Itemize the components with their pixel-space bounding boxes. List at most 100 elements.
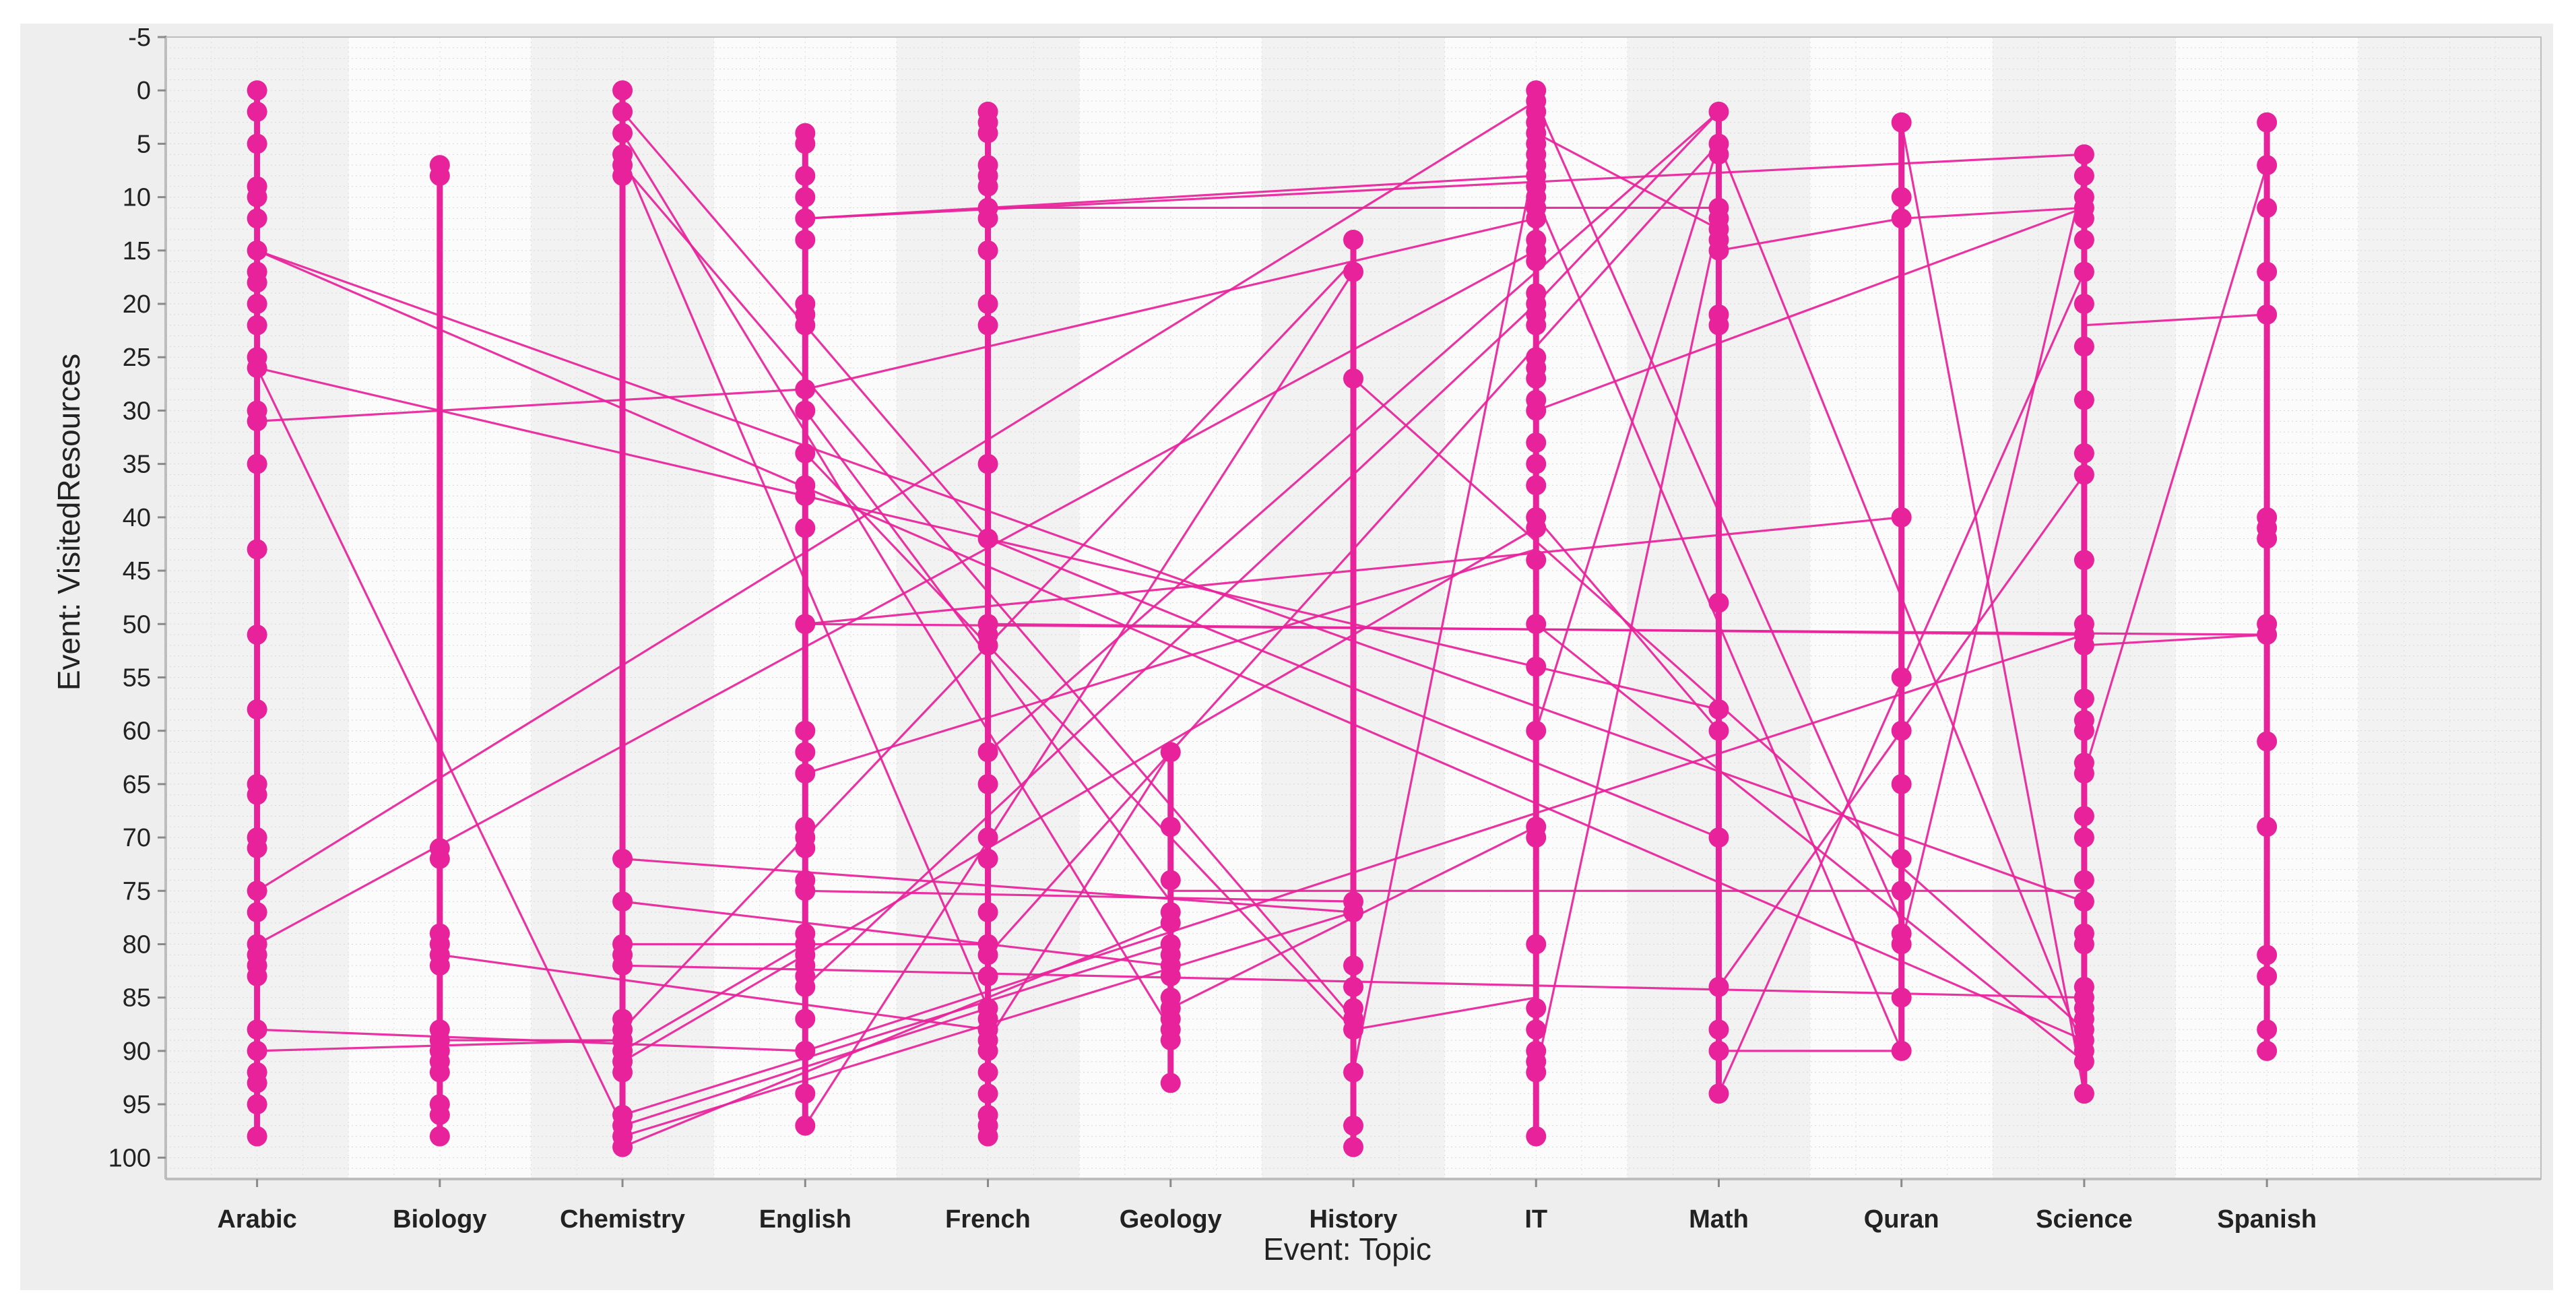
point-chemistry (612, 891, 633, 912)
y-tick-label: 40 (123, 504, 151, 532)
point-chemistry (612, 1062, 633, 1083)
y-tick-label: 35 (123, 451, 151, 479)
link-line (256, 100, 1537, 892)
link-line (1900, 122, 2086, 1094)
link-line (1900, 175, 2086, 945)
y-tick-label: 75 (123, 877, 151, 905)
point-biology (429, 1062, 450, 1083)
point-english (795, 742, 816, 763)
point-english (795, 837, 816, 858)
point-french (977, 1040, 998, 1061)
link-line (1535, 516, 1720, 732)
point-science (2073, 336, 2094, 357)
point-english (795, 187, 816, 208)
point-arabic (247, 411, 267, 432)
point-science (2073, 806, 2094, 827)
y-tick-label: 50 (123, 610, 151, 639)
link-line (1718, 217, 1902, 252)
point-history (1343, 1115, 1363, 1136)
point-spanish (2257, 304, 2278, 325)
point-science (2073, 1051, 2094, 1072)
point-science (2073, 261, 2094, 282)
point-quran (1891, 848, 1912, 869)
point-french (977, 123, 998, 144)
point-spanish (2257, 197, 2278, 218)
point-english (795, 165, 816, 186)
link-line (2084, 313, 2267, 327)
point-arabic (247, 315, 267, 336)
link-line (622, 922, 1171, 1148)
point-quran (1891, 208, 1912, 229)
y-tick-label: 70 (123, 824, 151, 852)
y-tick-label: 0 (137, 77, 151, 105)
point-english (795, 881, 816, 901)
point-science (2073, 870, 2094, 891)
point-french (977, 240, 998, 261)
point-science (2073, 464, 2094, 485)
point-it (1526, 432, 1547, 453)
point-geology (1160, 870, 1181, 891)
point-french (977, 848, 998, 869)
point-spanish (2257, 625, 2278, 645)
point-science (2073, 891, 2094, 912)
point-english (795, 1040, 816, 1061)
link-line (1535, 206, 2085, 412)
point-geology (1160, 1073, 1181, 1093)
y-tick-labels: -5 0 5 10 15 20 25 30 35 40 45 50 55 60 65 70 75 80 85 90 95… (108, 24, 151, 1172)
point-french (977, 453, 998, 474)
point-it (1526, 934, 1547, 955)
point-arabic (247, 101, 267, 122)
point-arabic (247, 240, 267, 261)
point-history (1343, 368, 1363, 389)
point-english (795, 614, 816, 635)
link-line (1352, 154, 1537, 1073)
point-science (2073, 294, 2094, 315)
point-chemistry (612, 101, 633, 122)
point-it (1526, 656, 1547, 677)
point-english (795, 315, 816, 336)
point-it (1526, 1062, 1547, 1083)
point-spanish (2257, 261, 2278, 282)
link-line (257, 388, 806, 422)
point-quran (1891, 1040, 1912, 1061)
point-geology (1160, 1030, 1181, 1051)
link-line (2084, 633, 2267, 647)
y-tick-label: 80 (123, 930, 151, 959)
point-science (2073, 635, 2094, 656)
point-it (1526, 517, 1547, 538)
link-line (804, 271, 1355, 1126)
x-tick-label-history: History (1310, 1205, 1398, 1234)
point-arabic (247, 901, 267, 922)
point-history (1343, 229, 1363, 250)
data-points (247, 80, 2278, 1157)
point-arabic (247, 699, 267, 720)
point-geology (1160, 817, 1181, 837)
y-tick-label: 20 (123, 290, 151, 319)
point-french (977, 1062, 998, 1083)
point-it (1526, 251, 1547, 272)
point-quran (1891, 507, 1912, 528)
link-line (1535, 110, 1720, 305)
point-geology (1160, 966, 1181, 987)
point-spanish (2257, 1040, 2278, 1061)
point-chemistry (612, 165, 633, 186)
point-quran (1891, 112, 1912, 133)
y-axis-title: Event: VisitedResources (51, 354, 86, 691)
point-arabic (247, 837, 267, 858)
point-arabic (247, 1073, 267, 1093)
link-line (804, 633, 2085, 1052)
point-chemistry (612, 955, 633, 976)
point-science (2073, 550, 2094, 571)
point-arabic (247, 80, 267, 101)
chart-svg: -5 0 5 10 15 20 25 30 35 40 45 50 55 60 65 70 75 80 85 90 95… (51, 24, 2542, 1267)
link-line (622, 527, 1537, 1063)
point-science (2073, 934, 2094, 955)
point-arabic (247, 881, 267, 901)
link-line (439, 953, 988, 1031)
y-tick-label: 85 (123, 984, 151, 1013)
point-science (2073, 689, 2094, 709)
point-math (1708, 315, 1729, 336)
x-tick-label-biology: Biology (393, 1205, 486, 1234)
point-french (977, 773, 998, 794)
point-english (795, 1083, 816, 1104)
